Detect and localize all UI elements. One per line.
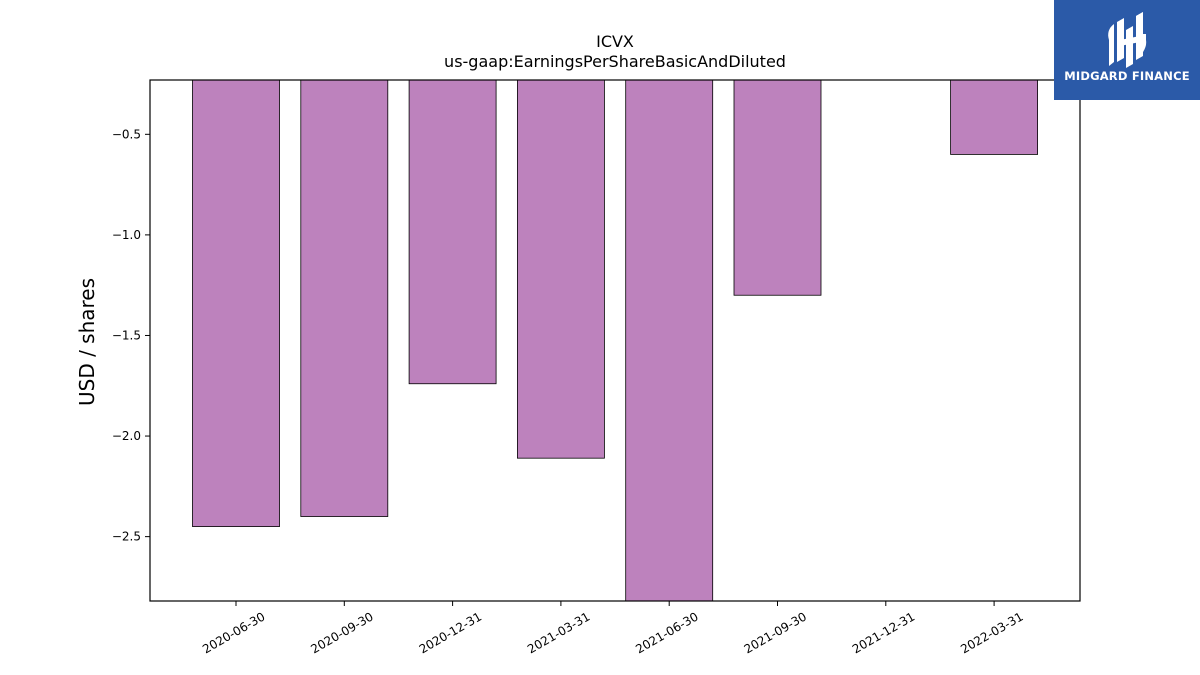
x-tick-label: 2020-06-30 — [200, 609, 267, 656]
bar-2022-03-31 — [950, 79, 1038, 155]
x-tick-label: 2020-12-31 — [417, 609, 484, 656]
bars-group — [192, 79, 1038, 602]
bar-2021-06-30 — [625, 79, 714, 602]
midgard-finance-logo: MIDGARD FINANCE — [1054, 0, 1200, 100]
chart-title: ICVX — [596, 32, 634, 51]
midgard-logo-icon — [1108, 12, 1147, 68]
x-tick-label: 2020-09-30 — [308, 609, 375, 656]
y-tick-label: −2.5 — [112, 530, 141, 544]
x-tick-label: 2021-03-31 — [525, 609, 592, 656]
y-axis: −0.5 −1.0 −1.5 −2.0 −2.5 — [112, 127, 150, 544]
y-tick-label: −1.5 — [112, 328, 141, 342]
logo-text: MIDGARD FINANCE — [1064, 69, 1190, 83]
plot-frame — [149, 79, 1081, 602]
bar-2021-03-31 — [517, 79, 605, 459]
x-tick-label: 2021-09-30 — [742, 609, 809, 656]
y-tick-label: −1.0 — [112, 228, 141, 242]
bar-2020-12-31 — [408, 79, 497, 385]
bar-2020-09-30 — [300, 79, 389, 517]
x-tick-label: 2022-03-31 — [958, 609, 1025, 656]
x-tick-label: 2021-12-31 — [850, 609, 917, 656]
x-tick-label: 2021-06-30 — [633, 609, 700, 656]
y-tick-label: −0.5 — [112, 127, 141, 141]
x-axis: 2020-06-30 2020-09-30 2020-12-31 2021-03-31… — [200, 601, 1026, 656]
y-axis-label: USD / shares — [75, 278, 99, 406]
chart-subtitle: us-gaap:EarningsPerShareBasicAndDiluted — [444, 52, 786, 71]
bar-2020-06-30 — [192, 79, 280, 527]
bar-2021-09-30 — [733, 79, 822, 296]
y-tick-label: −2.0 — [112, 429, 141, 443]
